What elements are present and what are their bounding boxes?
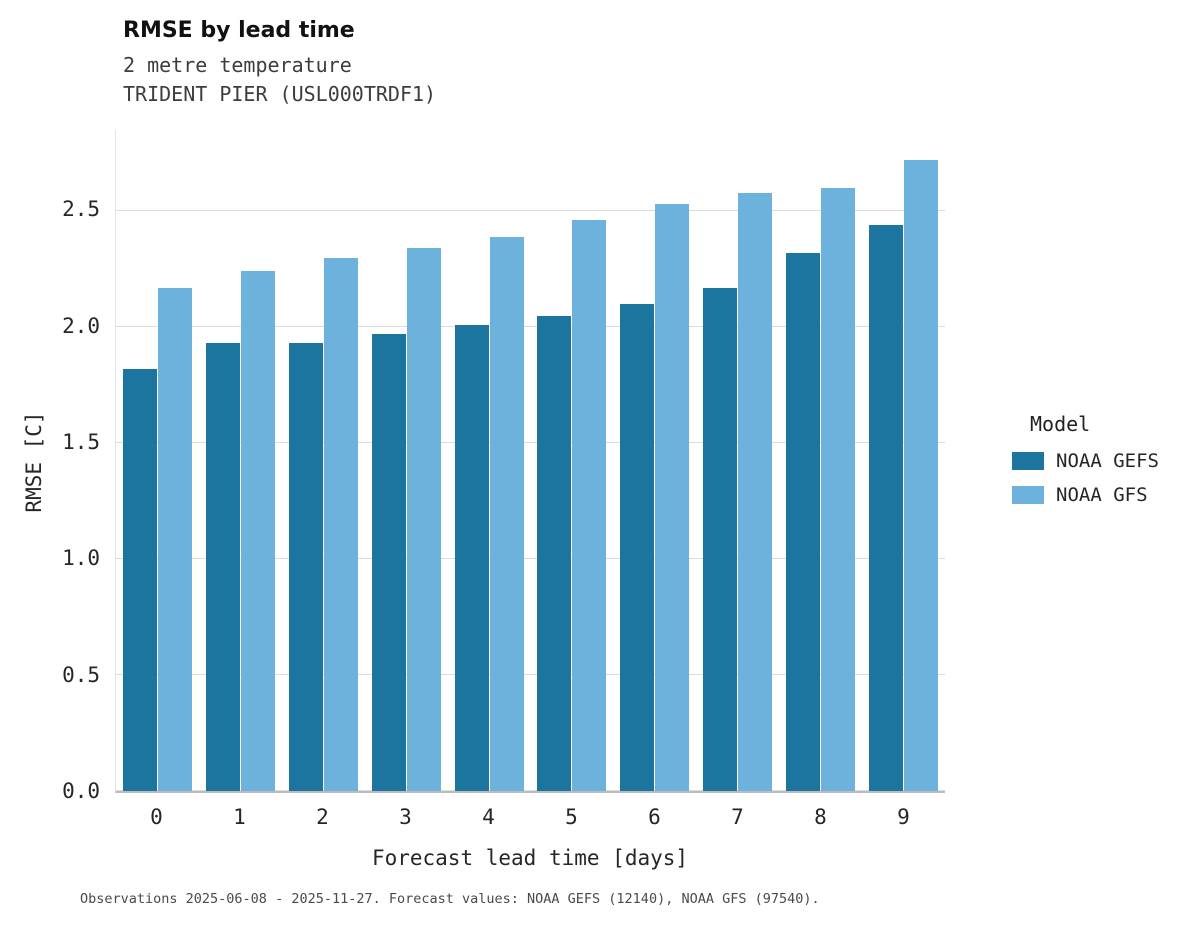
x-tick-label: 7 bbox=[731, 805, 744, 829]
bar-noaa-gefs bbox=[454, 324, 489, 791]
x-tick-label: 8 bbox=[814, 805, 827, 829]
y-axis-label: RMSE [C] bbox=[22, 411, 46, 513]
x-tick-label: 4 bbox=[482, 805, 495, 829]
bar-noaa-gfs bbox=[157, 287, 192, 791]
legend-title: Model bbox=[1030, 412, 1091, 436]
plot-area bbox=[115, 130, 945, 793]
bar-group bbox=[448, 130, 531, 791]
bar-noaa-gfs bbox=[904, 160, 939, 791]
bar-noaa-gefs bbox=[786, 252, 821, 791]
bar-noaa-gefs bbox=[869, 225, 904, 791]
bar-noaa-gfs bbox=[323, 257, 358, 791]
bar-group bbox=[365, 130, 448, 791]
bar-noaa-gfs bbox=[240, 271, 275, 791]
chart-title: RMSE by lead time bbox=[123, 18, 355, 43]
bar-group bbox=[282, 130, 365, 791]
legend-label-gefs: NOAA GEFS bbox=[1056, 450, 1159, 472]
x-tick-label: 5 bbox=[565, 805, 578, 829]
gridline bbox=[116, 442, 945, 444]
legend: Model NOAA GEFS NOAA GFS bbox=[1012, 412, 1159, 518]
bar-noaa-gefs bbox=[620, 303, 655, 791]
y-tick-label: 2.5 bbox=[62, 197, 100, 222]
gridline bbox=[116, 558, 945, 560]
bar-group bbox=[696, 130, 779, 791]
x-tick-label: 9 bbox=[897, 805, 910, 829]
bar-noaa-gefs bbox=[205, 343, 240, 791]
legend-swatch-gefs bbox=[1012, 452, 1044, 470]
legend-item-gfs: NOAA GFS bbox=[1012, 484, 1159, 506]
bar-noaa-gefs bbox=[703, 287, 738, 791]
y-tick-label: 0.0 bbox=[62, 779, 100, 803]
bar-group bbox=[531, 130, 614, 791]
bar-noaa-gefs bbox=[122, 368, 157, 791]
bar-group bbox=[862, 130, 945, 791]
bar-noaa-gfs bbox=[406, 248, 441, 791]
bar-group bbox=[779, 130, 862, 791]
x-tick-label: 2 bbox=[316, 805, 329, 829]
bar-noaa-gfs bbox=[821, 187, 856, 791]
gridline bbox=[116, 326, 945, 328]
x-tick-labels: 0 1 2 3 4 5 6 7 8 9 bbox=[115, 805, 945, 829]
x-tick-label: 1 bbox=[233, 805, 246, 829]
y-tick-label: 1.5 bbox=[62, 430, 100, 455]
bar-group bbox=[613, 130, 696, 791]
chart-subtitle-variable: 2 metre temperature bbox=[123, 53, 352, 77]
bar-noaa-gfs bbox=[572, 220, 607, 791]
bar-noaa-gfs bbox=[655, 204, 690, 791]
y-tick-label: 1.0 bbox=[62, 546, 100, 571]
gridline bbox=[116, 790, 945, 791]
x-tick-label: 6 bbox=[648, 805, 661, 829]
legend-swatch-gfs bbox=[1012, 486, 1044, 504]
bar-noaa-gefs bbox=[371, 334, 406, 791]
bar-noaa-gfs bbox=[489, 236, 524, 791]
bars-container bbox=[116, 130, 945, 791]
x-tick-label: 3 bbox=[399, 805, 412, 829]
x-axis-label: Forecast lead time [days] bbox=[371, 846, 689, 870]
bar-noaa-gefs bbox=[288, 343, 323, 791]
bar-group bbox=[116, 130, 199, 791]
chart-subtitle-station: TRIDENT PIER (USL000TRDF1) bbox=[123, 82, 437, 106]
bar-noaa-gfs bbox=[738, 192, 773, 791]
y-tick-label: 0.5 bbox=[62, 662, 100, 687]
caption: Observations 2025-06-08 - 2025-11-27. Fo… bbox=[80, 891, 820, 907]
x-tick-label: 0 bbox=[150, 805, 163, 829]
y-tick-label: 2.0 bbox=[62, 313, 100, 338]
legend-label-gfs: NOAA GFS bbox=[1056, 484, 1148, 506]
legend-item-gefs: NOAA GEFS bbox=[1012, 450, 1159, 472]
chart-header: RMSE by lead time 2 metre temperature TR… bbox=[123, 18, 436, 109]
gridline bbox=[116, 674, 945, 676]
bar-noaa-gefs bbox=[537, 315, 572, 791]
bar-group bbox=[199, 130, 282, 791]
gridline bbox=[116, 210, 945, 212]
